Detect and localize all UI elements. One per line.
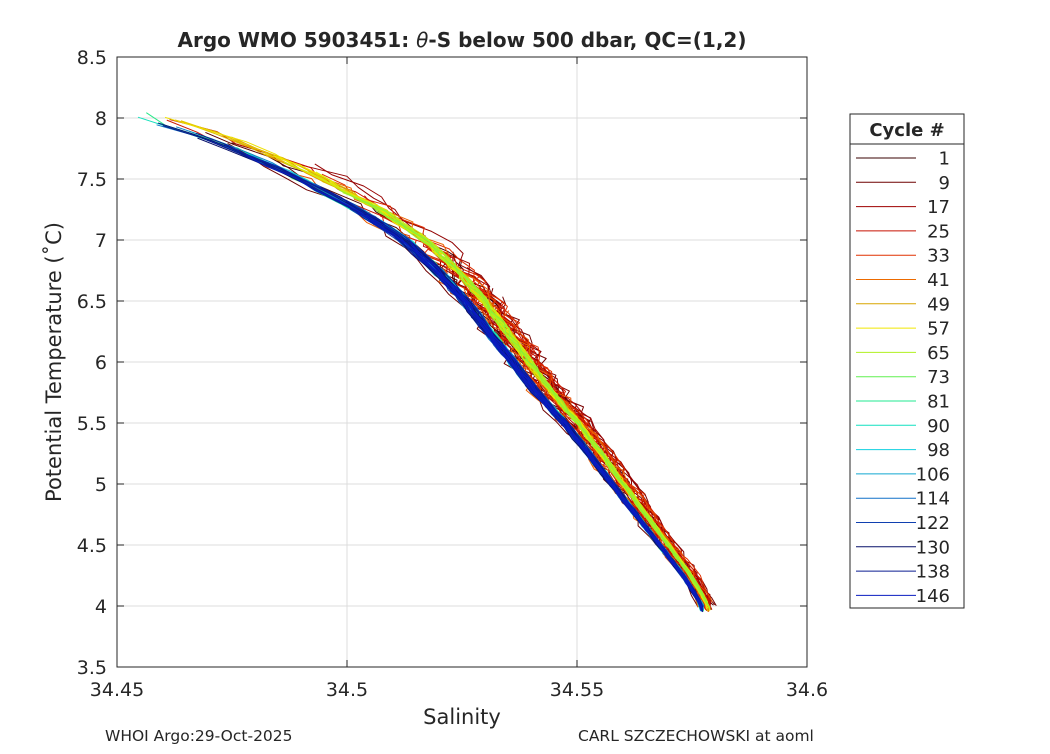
- legend-entry-label: 25: [927, 221, 950, 242]
- legend-entry-label: 146: [916, 586, 950, 607]
- x-tick-label: 34.45: [90, 679, 144, 701]
- y-tick-label: 8: [95, 108, 107, 130]
- legend-entry-label: 73: [927, 367, 950, 388]
- legend-entry-label: 65: [927, 343, 950, 364]
- y-tick-label: 6.5: [77, 291, 107, 313]
- legend-entry-label: 106: [916, 464, 950, 485]
- cycle-profile-line: [426, 254, 706, 605]
- cycle-profile-line: [367, 202, 707, 601]
- legend-entry-label: 17: [927, 197, 950, 218]
- legend-entry-label: 33: [927, 246, 950, 267]
- y-tick-label: 7.5: [77, 169, 107, 191]
- legend-entry-label: 57: [927, 319, 950, 340]
- legend-entries: 1 9 17 25 33 41 49 57 65 73 81 90 98 106 114 122 130 138 1…: [856, 149, 950, 607]
- tick-marks: [116, 56, 808, 668]
- x-tick-label: 34.55: [550, 679, 604, 701]
- footer-right: CARL SZCZECHOWSKI at aoml: [578, 727, 814, 745]
- cycle-profile-line: [409, 240, 704, 610]
- legend-entry-label: 41: [927, 270, 950, 291]
- footer-left: WHOI Argo:29-Oct-2025: [105, 727, 293, 745]
- y-tick-label: 3.5: [77, 657, 107, 679]
- y-tick-label: 5.5: [77, 413, 107, 435]
- y-tick-label: 5: [95, 474, 107, 496]
- y-tick-label: 8.5: [77, 47, 107, 69]
- legend-box: [849, 113, 965, 609]
- y-tick-label: 6: [95, 352, 107, 374]
- x-tick-label: 34.5: [326, 679, 368, 701]
- profile-lines: [137, 112, 717, 613]
- legend-entry-label: 138: [916, 562, 950, 583]
- legend-entry-label: 90: [927, 416, 950, 437]
- y-tick-label: 4: [95, 596, 107, 618]
- legend: Cycle # 1 9 17 25 33 41 49 57 65 73 81 90 98 106 114 12…: [849, 113, 965, 609]
- legend-entry-label: 98: [927, 440, 950, 461]
- cycle-profile-line: [474, 273, 712, 601]
- legend-entry-label: 81: [927, 392, 950, 413]
- y-tick-label: 4.5: [77, 535, 107, 557]
- tick-labels: 34.45 34.5 34.55 34.6 3.5 4 4.5 5 5.5 6 6.5 7 7.5 8 8.…: [77, 47, 828, 701]
- legend-entry-label: 49: [927, 294, 950, 315]
- legend-entry-label: 130: [916, 537, 950, 558]
- x-axis-label: Salinity: [423, 705, 501, 729]
- y-axis-label: Potential Temperature (˚C): [42, 222, 66, 502]
- chart-title: Argo WMO 5903451: θ-S below 500 dbar, QC…: [178, 28, 747, 52]
- legend-entry-label: 114: [916, 489, 950, 510]
- legend-entry-label: 122: [916, 513, 950, 534]
- x-tick-label: 34.6: [786, 679, 828, 701]
- legend-title: Cycle #: [869, 120, 944, 141]
- legend-entry-label: 9: [939, 173, 950, 194]
- legend-entry-label: 1: [939, 149, 950, 170]
- y-tick-label: 7: [95, 230, 107, 252]
